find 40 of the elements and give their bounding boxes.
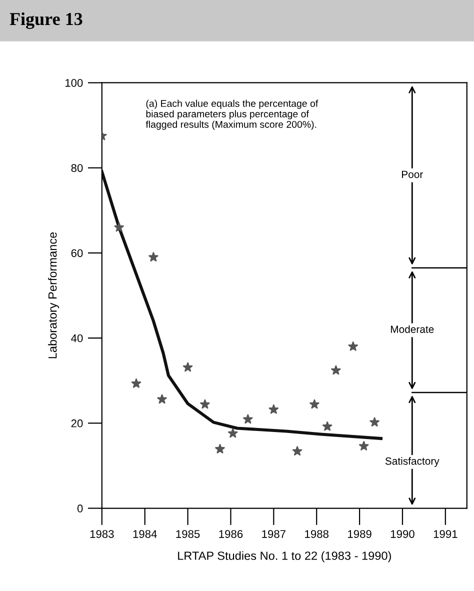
x-tick-label: 1985 — [176, 530, 200, 538]
y-tick-label: 40 — [71, 334, 83, 342]
y-tick-label: 80 — [71, 164, 83, 172]
x-tick-label: 1991 — [434, 530, 458, 538]
x-tick-label: 1987 — [262, 530, 286, 538]
annotation: Satisfactory — [385, 457, 440, 467]
point — [148, 252, 158, 262]
x-tick-label: 1989 — [348, 530, 372, 538]
point — [114, 222, 124, 232]
y-axis-title: Laboratory Performance — [48, 232, 60, 358]
point — [182, 362, 193, 372]
point — [358, 441, 369, 450]
y-tick-label: 20 — [71, 419, 83, 428]
x-tick-label: 1990 — [390, 530, 414, 538]
x-tick-label: 1984 — [133, 530, 157, 538]
point — [331, 365, 341, 375]
point — [310, 399, 320, 409]
point — [370, 417, 380, 427]
x-tick-label: 1988 — [305, 530, 328, 538]
point — [228, 428, 238, 438]
y-tick-label: 100 — [65, 79, 83, 87]
x-axis-title: LRTAP Studies No. 1 to 22 (1983 - 1990) — [178, 551, 391, 562]
y-tick-label: 0 — [77, 504, 83, 512]
point — [200, 399, 210, 409]
annotation: (a) Each value equals the percentage of biased parameters plus percentage of flagged results (Maximum score 200%). — [146, 100, 318, 130]
point — [322, 421, 332, 431]
point — [131, 378, 142, 388]
chart-title: Figure 13 — [10, 12, 82, 29]
annotation: Poor — [402, 170, 423, 178]
point — [268, 404, 279, 414]
point — [292, 446, 302, 456]
point — [243, 414, 253, 424]
point — [215, 444, 225, 454]
x-tick-label: 1986 — [219, 530, 243, 538]
y-tick-label: 60 — [71, 249, 83, 258]
annotation: Moderate — [390, 325, 434, 333]
x-tick-label: 1983 — [90, 530, 114, 538]
line-series — [102, 170, 383, 440]
point — [157, 394, 167, 404]
point — [348, 341, 358, 351]
